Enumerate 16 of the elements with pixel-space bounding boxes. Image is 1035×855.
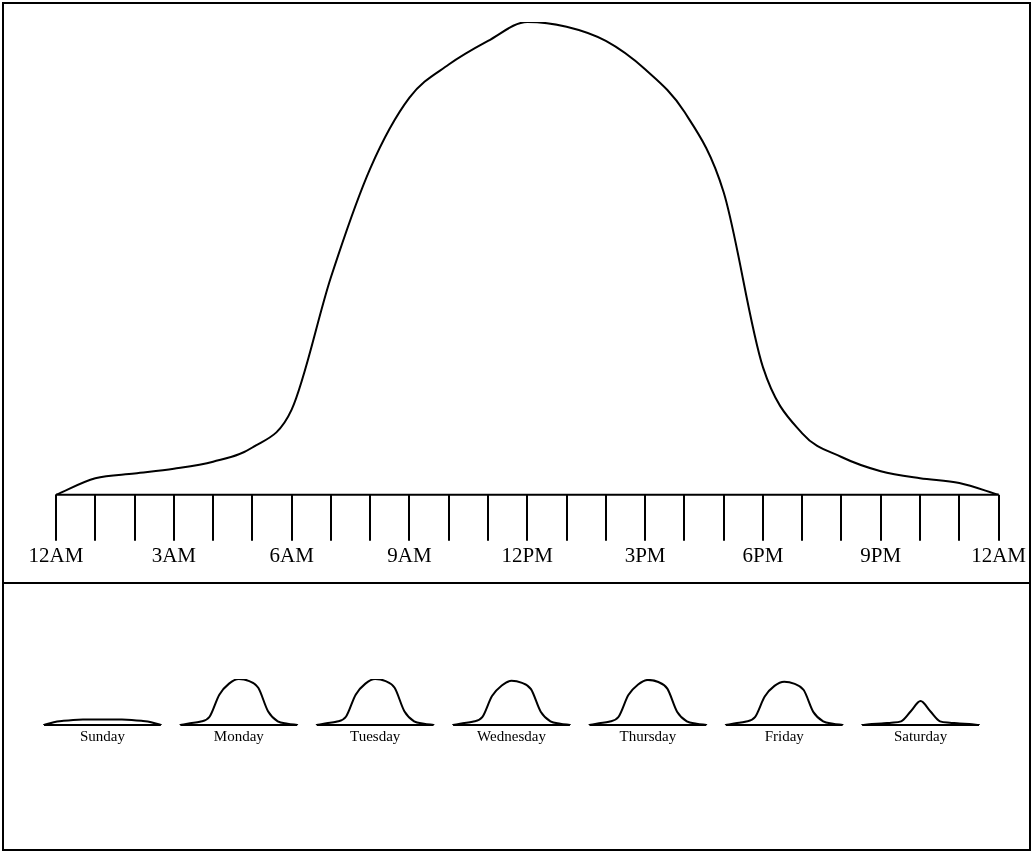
- x-tick-label: 6PM: [742, 542, 784, 567]
- x-tick-label: Friday: [764, 727, 805, 744]
- x-tick-label: 12AM: [971, 542, 1027, 567]
- x-tick-label: Monday: [213, 727, 265, 744]
- x-tick-label: Saturday: [893, 727, 948, 744]
- x-tick-label: Sunday: [79, 727, 126, 744]
- x-tick-label: Wednesday: [477, 727, 547, 744]
- x-tick-label: 12PM: [501, 542, 554, 567]
- x-tick-label: Thursday: [619, 727, 677, 744]
- x-tick-label: 3AM: [151, 542, 197, 567]
- x-tick-label: 12AM: [28, 542, 84, 567]
- x-tick-label: 3PM: [624, 542, 666, 567]
- x-tick-label: 9PM: [860, 542, 902, 567]
- x-tick-label: 6AM: [269, 542, 315, 567]
- x-tick-label: Tuesday: [350, 727, 401, 744]
- x-tick-label: 9AM: [387, 542, 432, 567]
